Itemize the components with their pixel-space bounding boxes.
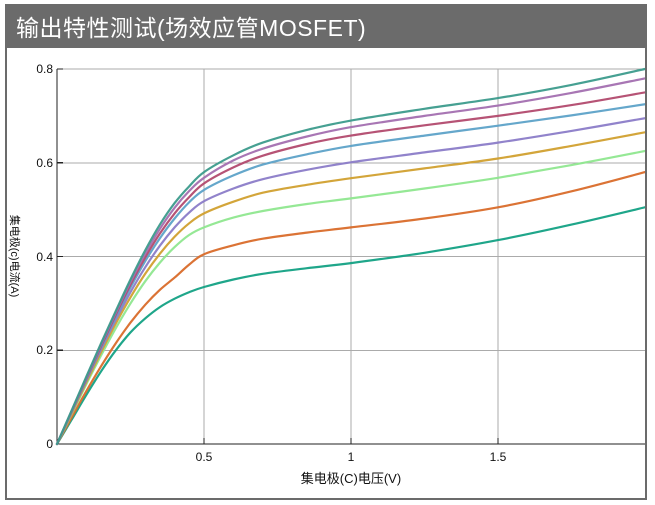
x-tick-label: 1 — [347, 450, 355, 464]
title-bar: 输出特性测试(场效应管MOSFET) — [7, 4, 645, 48]
curve-series-2 — [55, 171, 645, 446]
y-tick-label: 0.8 — [36, 62, 53, 76]
chart-panel: 集电极(c)电流(A) 集电极(C)电压(V) 0 0.2 0.4 0.6 0.… — [7, 48, 645, 498]
y-tick-label: 0.2 — [36, 343, 53, 357]
plot-canvas — [55, 67, 645, 446]
curve-series-4 — [55, 131, 645, 446]
x-tick-label: 1.5 — [489, 450, 507, 464]
window-title: 输出特性测试(场效应管MOSFET) — [16, 15, 367, 41]
window: 输出特性测试(场效应管MOSFET) 集电极(c)电流(A) 集电极(C)电压(… — [5, 4, 647, 500]
y-tick-label: 0 — [46, 437, 53, 451]
x-tick-label: 0.5 — [195, 450, 213, 464]
curve-series-9 — [55, 67, 645, 446]
curve-series-3 — [55, 149, 645, 446]
x-axis-title: 集电极(C)电压(V) — [300, 471, 402, 486]
curve-series-1 — [55, 206, 645, 446]
y-tick-label: 0.6 — [36, 156, 53, 170]
y-tick-label: 0.4 — [36, 250, 53, 264]
